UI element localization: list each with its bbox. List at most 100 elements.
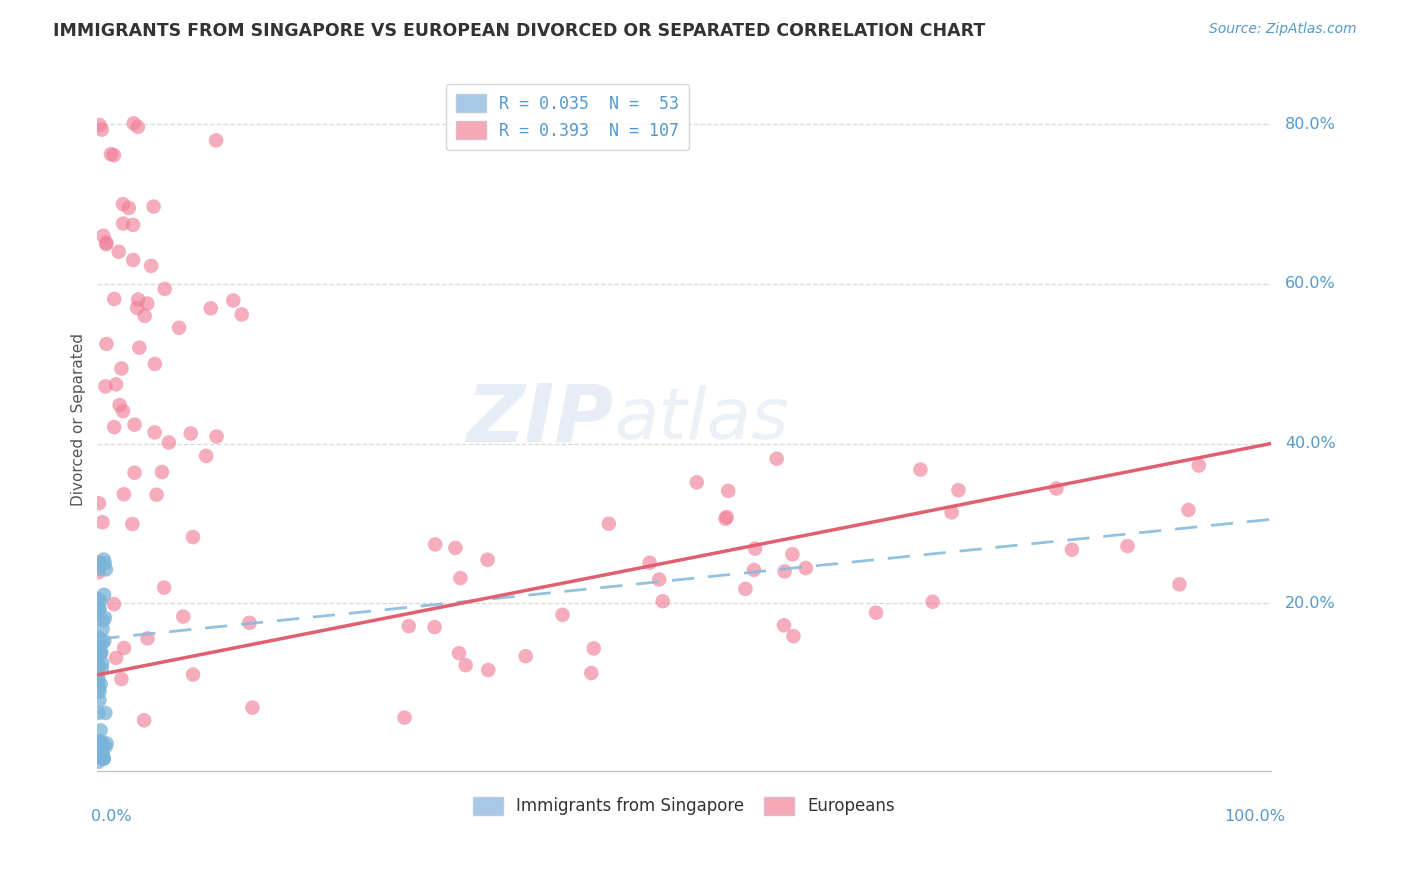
Point <box>127 301 149 315</box>
Point <box>86 673 108 687</box>
Point <box>87 706 110 720</box>
Point <box>89 681 111 695</box>
Point <box>145 488 167 502</box>
Point <box>231 308 253 322</box>
Point <box>87 556 110 570</box>
Point <box>118 201 141 215</box>
Point <box>794 561 817 575</box>
Point <box>93 751 115 765</box>
Point <box>105 377 128 392</box>
Point <box>94 706 117 720</box>
Point <box>87 747 110 761</box>
Point <box>91 657 114 671</box>
Point <box>765 451 787 466</box>
Point <box>181 530 204 544</box>
Point <box>91 752 114 766</box>
Point <box>423 620 446 634</box>
Point <box>87 670 110 684</box>
Point <box>948 483 970 498</box>
Point <box>112 217 135 231</box>
Point <box>91 614 114 628</box>
Point <box>87 496 110 510</box>
Point <box>91 747 114 761</box>
Point <box>90 662 112 676</box>
Point <box>1188 458 1211 473</box>
Y-axis label: Divorced or Separated: Divorced or Separated <box>72 333 86 506</box>
Point <box>205 429 228 443</box>
Point <box>100 147 122 161</box>
Point <box>142 200 165 214</box>
Point <box>425 537 447 551</box>
Point <box>124 417 146 432</box>
Point <box>93 557 115 571</box>
Point <box>598 516 620 531</box>
Point <box>1116 539 1139 553</box>
Point <box>128 341 150 355</box>
Point <box>87 740 110 755</box>
Point <box>167 320 190 334</box>
Legend: Immigrants from Singapore, Europeans: Immigrants from Singapore, Europeans <box>467 790 903 822</box>
Point <box>89 684 111 698</box>
Point <box>94 237 117 252</box>
Point <box>87 562 110 576</box>
Point <box>157 435 180 450</box>
Point <box>89 745 111 759</box>
Point <box>103 597 125 611</box>
Point <box>122 218 145 232</box>
Point <box>112 487 135 501</box>
Point <box>180 426 202 441</box>
Point <box>86 651 108 665</box>
Point <box>91 736 114 750</box>
Point <box>477 553 499 567</box>
Point <box>87 735 110 749</box>
Point <box>153 581 176 595</box>
Point <box>515 649 537 664</box>
Point <box>110 672 132 686</box>
Point <box>89 640 111 655</box>
Point <box>89 693 111 707</box>
Point <box>91 622 114 636</box>
Point <box>93 634 115 648</box>
Point <box>394 711 416 725</box>
Text: Source: ZipAtlas.com: Source: ZipAtlas.com <box>1209 22 1357 37</box>
Point <box>150 465 173 479</box>
Point <box>107 244 129 259</box>
Text: 40.0%: 40.0% <box>1285 436 1336 451</box>
Point <box>447 646 470 660</box>
Point <box>94 562 117 576</box>
Point <box>136 296 159 310</box>
Point <box>122 116 145 130</box>
Point <box>86 607 108 622</box>
Point <box>1060 542 1083 557</box>
Point <box>238 615 260 630</box>
Point <box>90 645 112 659</box>
Point <box>773 565 796 579</box>
Point <box>90 723 112 738</box>
Point <box>153 282 176 296</box>
Text: 100.0%: 100.0% <box>1223 809 1285 824</box>
Point <box>87 631 110 645</box>
Point <box>104 651 127 665</box>
Point <box>111 197 134 211</box>
Point <box>921 595 943 609</box>
Point <box>94 379 117 393</box>
Point <box>87 660 110 674</box>
Text: 0.0%: 0.0% <box>91 809 132 824</box>
Point <box>865 606 887 620</box>
Point <box>477 663 499 677</box>
Point <box>108 398 131 412</box>
Point <box>136 632 159 646</box>
Text: IMMIGRANTS FROM SINGAPORE VS EUROPEAN DIVORCED OR SEPARATED CORRELATION CHART: IMMIGRANTS FROM SINGAPORE VS EUROPEAN DI… <box>53 22 986 40</box>
Point <box>91 515 114 529</box>
Point <box>181 667 204 681</box>
Point <box>96 235 118 250</box>
Point <box>714 511 737 525</box>
Point <box>90 677 112 691</box>
Point <box>651 594 673 608</box>
Point <box>87 659 110 673</box>
Point <box>200 301 222 316</box>
Point <box>87 755 110 769</box>
Point <box>222 293 245 308</box>
Point <box>110 361 132 376</box>
Point <box>86 591 108 606</box>
